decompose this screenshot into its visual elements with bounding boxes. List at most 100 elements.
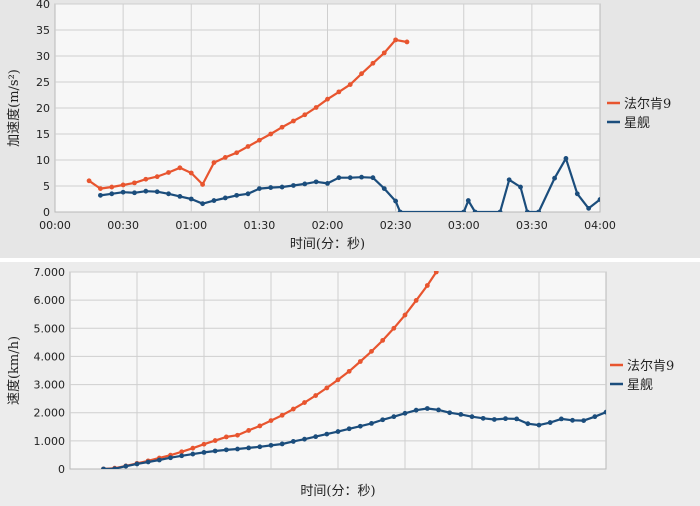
legend-label: 法尔肯9	[624, 97, 671, 112]
data-point	[380, 337, 386, 343]
data-point	[98, 192, 103, 198]
data-point	[324, 385, 330, 391]
data-point	[359, 174, 364, 180]
data-point	[370, 60, 376, 66]
data-point	[615, 408, 620, 413]
data-point	[154, 189, 160, 195]
data-point	[212, 448, 218, 454]
data-point	[436, 407, 441, 413]
y-tick-label: 6.000	[34, 294, 66, 307]
data-point	[536, 209, 542, 212]
data-point	[433, 271, 439, 275]
data-point	[336, 175, 342, 181]
data-point	[223, 447, 229, 453]
data-point	[200, 201, 206, 207]
data-point	[552, 175, 557, 181]
data-point	[325, 96, 330, 102]
data-point	[268, 442, 274, 448]
data-point	[570, 417, 575, 423]
data-point	[380, 417, 386, 423]
data-point	[200, 182, 206, 187]
data-point	[381, 186, 387, 192]
data-point	[424, 283, 430, 288]
data-point	[109, 191, 115, 197]
data-point	[179, 453, 185, 459]
series-group	[101, 271, 642, 469]
data-point	[413, 407, 419, 413]
data-point	[391, 414, 397, 420]
data-point	[391, 325, 397, 331]
data-point	[177, 165, 183, 171]
y-tick-label: 4.000	[34, 350, 66, 363]
data-point	[211, 198, 217, 203]
data-point	[313, 393, 319, 398]
data-point	[506, 177, 512, 183]
data-point	[370, 175, 376, 181]
legend-label: 星舰	[627, 378, 653, 393]
y-tick-label: 7.000	[34, 266, 66, 279]
y-tick-label: 20	[36, 102, 50, 115]
y-tick-label: 0	[43, 206, 50, 219]
data-point	[98, 186, 103, 192]
data-point	[291, 183, 296, 188]
x-tick-label: 02:00	[312, 219, 344, 232]
velocity-chart: 0 1.000 2.000 3.000 4.000 5.000 6.000 7.000 时间(分…	[6, 266, 674, 499]
data-point	[143, 188, 149, 194]
x-axis-title: 时间(分：秒)	[300, 484, 375, 499]
data-point	[586, 205, 592, 211]
data-point	[335, 377, 341, 383]
y-tick-label: 10	[36, 154, 50, 167]
data-point	[626, 408, 631, 413]
data-point	[145, 459, 151, 465]
data-point	[86, 178, 92, 184]
y-tick-label: 0	[58, 463, 65, 476]
x-tick-label: 03:00	[448, 219, 480, 232]
data-point	[302, 181, 308, 187]
series-group	[86, 37, 600, 212]
data-point	[563, 156, 569, 161]
data-point	[279, 184, 285, 190]
data-point	[235, 446, 240, 452]
data-point	[257, 423, 263, 429]
data-point	[313, 179, 319, 185]
data-point	[123, 463, 129, 469]
data-point	[222, 195, 228, 201]
data-point	[547, 420, 553, 425]
data-point	[268, 418, 274, 423]
acceleration-chart-panel: 0 5 10 15 20 25 30 35 40 00:00 00:30 01:00 01:30 02:0…	[0, 0, 700, 258]
data-point	[404, 39, 410, 45]
data-point	[245, 191, 251, 197]
data-point	[256, 137, 262, 143]
data-point	[313, 434, 319, 440]
data-point	[397, 209, 403, 212]
data-point	[290, 439, 296, 444]
data-point	[177, 194, 183, 199]
data-point	[222, 155, 228, 160]
data-point	[302, 436, 307, 442]
x-tick-label: 04:00	[584, 219, 616, 232]
acceleration-chart: 0 5 10 15 20 25 30 35 40 00:00 00:30 01:00 01:30 02:0…	[6, 0, 671, 252]
x-tick-label: 02:30	[380, 219, 412, 232]
y-tick-label: 3.000	[34, 379, 66, 392]
data-point	[518, 184, 523, 190]
data-point	[279, 441, 285, 447]
data-point	[424, 406, 430, 411]
data-point	[336, 89, 342, 95]
data-point	[132, 190, 137, 196]
data-point	[581, 418, 587, 423]
data-point	[190, 445, 196, 451]
data-point	[357, 423, 363, 429]
data-point	[166, 170, 171, 175]
data-point	[402, 312, 408, 318]
data-point	[279, 124, 285, 130]
data-point	[603, 409, 606, 415]
data-point	[637, 406, 642, 411]
data-point	[413, 298, 419, 303]
data-point	[190, 451, 196, 457]
data-point	[223, 434, 229, 440]
data-point	[211, 160, 217, 166]
x-tick-label: 00:00	[39, 219, 71, 232]
data-point	[497, 209, 503, 212]
data-point	[313, 105, 319, 110]
chart-divider	[0, 258, 700, 262]
